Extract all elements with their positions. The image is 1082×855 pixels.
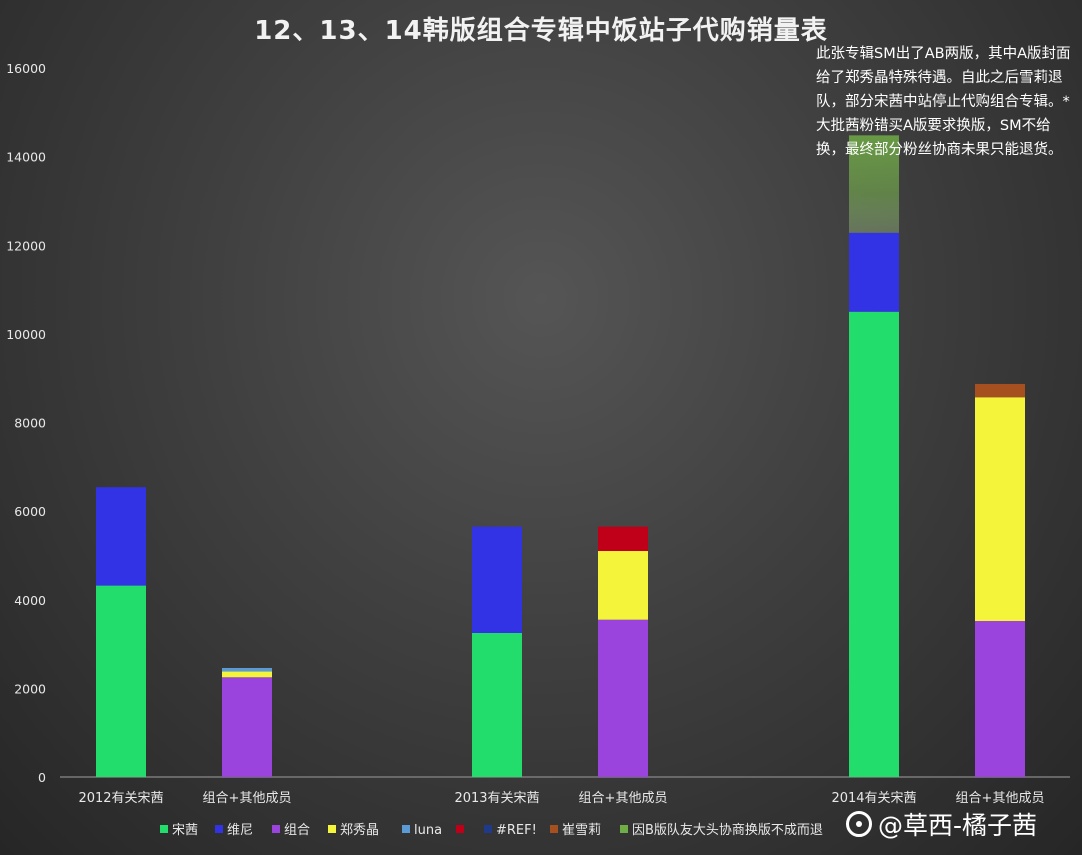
legend-swatch [620,825,628,833]
y-tick-label: 4000 [14,593,46,608]
legend-swatch [328,825,336,833]
y-tick-label: 10000 [6,327,46,342]
legend-swatch [160,825,168,833]
bar-segment [975,397,1025,622]
y-tick-label: 8000 [14,416,46,431]
legend-swatch [215,825,223,833]
bar-segment [222,671,272,678]
legend-label: 维尼 [227,823,253,838]
legend-swatch [550,825,558,833]
chart-title: 12、13、14韩版组合专辑中饭站子代购销量表 [254,16,828,46]
legend-label: 郑秀晶 [340,823,379,838]
bar-segment [975,383,1025,398]
y-tick-label: 16000 [6,61,46,76]
legend-label: 组合 [284,823,310,838]
legend-swatch [402,825,410,833]
bar-segment [849,135,899,233]
bar-segment [96,585,146,777]
y-tick-label: 12000 [6,238,46,253]
legend-label: luna [414,823,442,838]
x-tick-label: 2013有关宋茜 [454,791,539,806]
bar-segment [222,667,272,672]
y-tick-label: 14000 [6,150,46,165]
weibo-icon [846,811,872,837]
x-tick-label: 2012有关宋茜 [78,791,163,806]
legend: 宋茜 维尼 组合 郑秀晶 luna #REF! 崔雪莉 因B版队友大头协商换版不成而退 [160,822,823,838]
legend-label: 宋茜 [172,823,198,838]
x-tick-label: 组合+其他成员 [956,791,1045,806]
x-tick-label: 组合+其他成员 [579,791,668,806]
y-tick-label: 0 [38,770,46,785]
bar-segment [472,632,522,777]
watermark: @草西-橘子茜 [846,806,1037,842]
chart-annotation: 此张专辑SM出了AB两版，其中A版封面给了郑秀晶特殊待遇。自此之后雪莉退队，部分… [816,46,1071,158]
y-tick-label: 2000 [14,681,46,696]
bar-segment [849,311,899,777]
bar-segment [849,232,899,312]
bar-segment [96,487,146,586]
bars-group [96,135,1025,777]
bar-segment [598,526,648,552]
legend-label: #REF! [496,823,537,838]
x-tick-label: 2014有关宋茜 [831,791,916,806]
bar-segment [222,677,272,777]
legend-swatch [456,825,464,833]
bar-segment [598,551,648,620]
bar-segment [472,526,522,633]
legend-label: 因B版队友大头协商换版不成而退 [632,822,823,838]
bar-segment [975,621,1025,777]
legend-label: 崔雪莉 [562,822,601,838]
watermark-text: @草西-橘子茜 [878,811,1038,840]
x-axis-labels: 2012有关宋茜 组合+其他成员 2013有关宋茜 组合+其他成员 2014有关宋茜 组合… [78,791,1044,806]
legend-swatch [272,825,280,833]
legend-swatch [484,825,492,833]
x-tick-label: 组合+其他成员 [203,791,292,806]
y-tick-label: 6000 [14,504,46,519]
y-axis: 0 2000 4000 6000 8000 10000 12000 14000 16000 [6,61,46,785]
bar-segment [598,619,648,777]
